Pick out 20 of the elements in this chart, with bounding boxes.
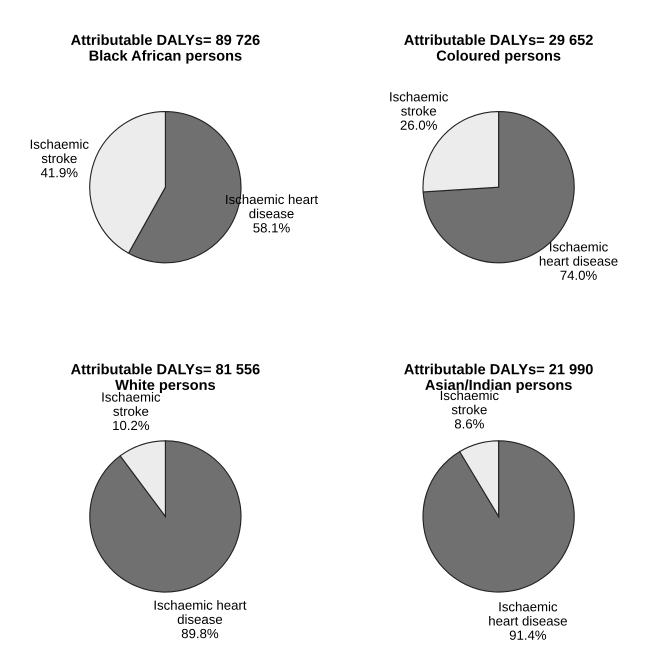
data-label: 41.9% (40, 168, 78, 178)
slice-label: Ischaemic stroke (440, 390, 499, 414)
pie-slice (89, 440, 242, 593)
slice-label: Ischaemic heart disease (154, 600, 246, 624)
slice-label: Ischaemic stroke (390, 92, 448, 116)
data-label: 74.0% (560, 270, 597, 280)
data-label: 10.2% (113, 420, 150, 430)
slice-label: Ischaemic heart disease (540, 242, 618, 266)
slice-label: Ischaemic heart disease (489, 602, 567, 626)
slice-label: Ischaemic stroke (102, 392, 160, 416)
data-label: 58.1% (253, 223, 290, 233)
data-label: 26.0% (400, 120, 437, 130)
pie-slice (422, 440, 575, 593)
chart-title: Attributable DALYs= 29 652 Coloured persons (404, 34, 593, 64)
data-label: 8.6% (454, 419, 484, 429)
chart-title: Attributable DALYs= 81 556 White persons (71, 364, 260, 393)
slice-label: Ischaemic stroke (30, 139, 89, 164)
chart-title: Attributable DALYs= 89 726 Black African persons (71, 34, 260, 64)
data-label: 89.8% (182, 628, 218, 638)
data-label: 91.4% (510, 630, 546, 640)
